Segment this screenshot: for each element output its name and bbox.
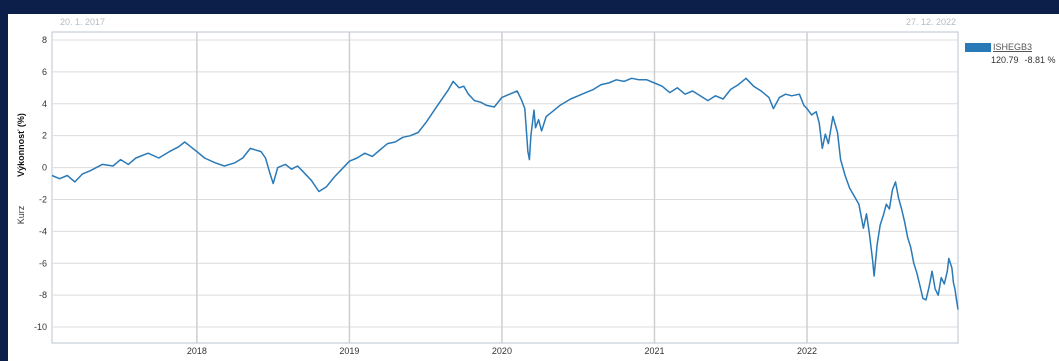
y-tick-label: 6 [42,67,47,77]
y-tick-label: -4 [39,226,47,236]
y-axis-ticks: 8 6 4 2 0 -2 -4 -6 -8 -10 [34,35,47,332]
date-start-label: 20. 1. 2017 [60,17,105,27]
y-axis-secondary-label: Kurz [16,205,26,224]
x-tick-label: 2019 [339,346,359,356]
y-tick-label: -10 [34,322,47,332]
date-end-label: 27. 12. 2022 [906,17,956,27]
x-axis-ticks: 2018 2019 2020 2021 2022 [187,346,817,356]
legend-series-link[interactable]: ISHEGB3 [993,42,1033,52]
y-tick-label: -6 [39,258,47,268]
y-tick-label: 0 [42,163,47,173]
grid-lines [52,32,958,343]
x-tick-label: 2021 [644,346,664,356]
x-tick-label: 2022 [797,346,817,356]
y-tick-label: 4 [42,99,47,109]
legend-change: -8.81 % [1024,55,1056,65]
y-tick-label: 8 [42,35,47,45]
y-tick-label: -8 [39,290,47,300]
plot-area [51,31,959,344]
legend: ISHEGB3 120.79 -8.81 % [965,42,1059,65]
y-axis-label: Výkonnosť (%) [16,113,26,177]
y-tick-label: -2 [39,194,47,204]
series-line [51,77,959,310]
legend-swatch [965,42,991,52]
legend-last-value: 120.79 [991,55,1019,65]
y-tick-label: 2 [42,131,47,141]
x-tick-label: 2018 [187,346,207,356]
x-tick-label: 2020 [492,346,512,356]
